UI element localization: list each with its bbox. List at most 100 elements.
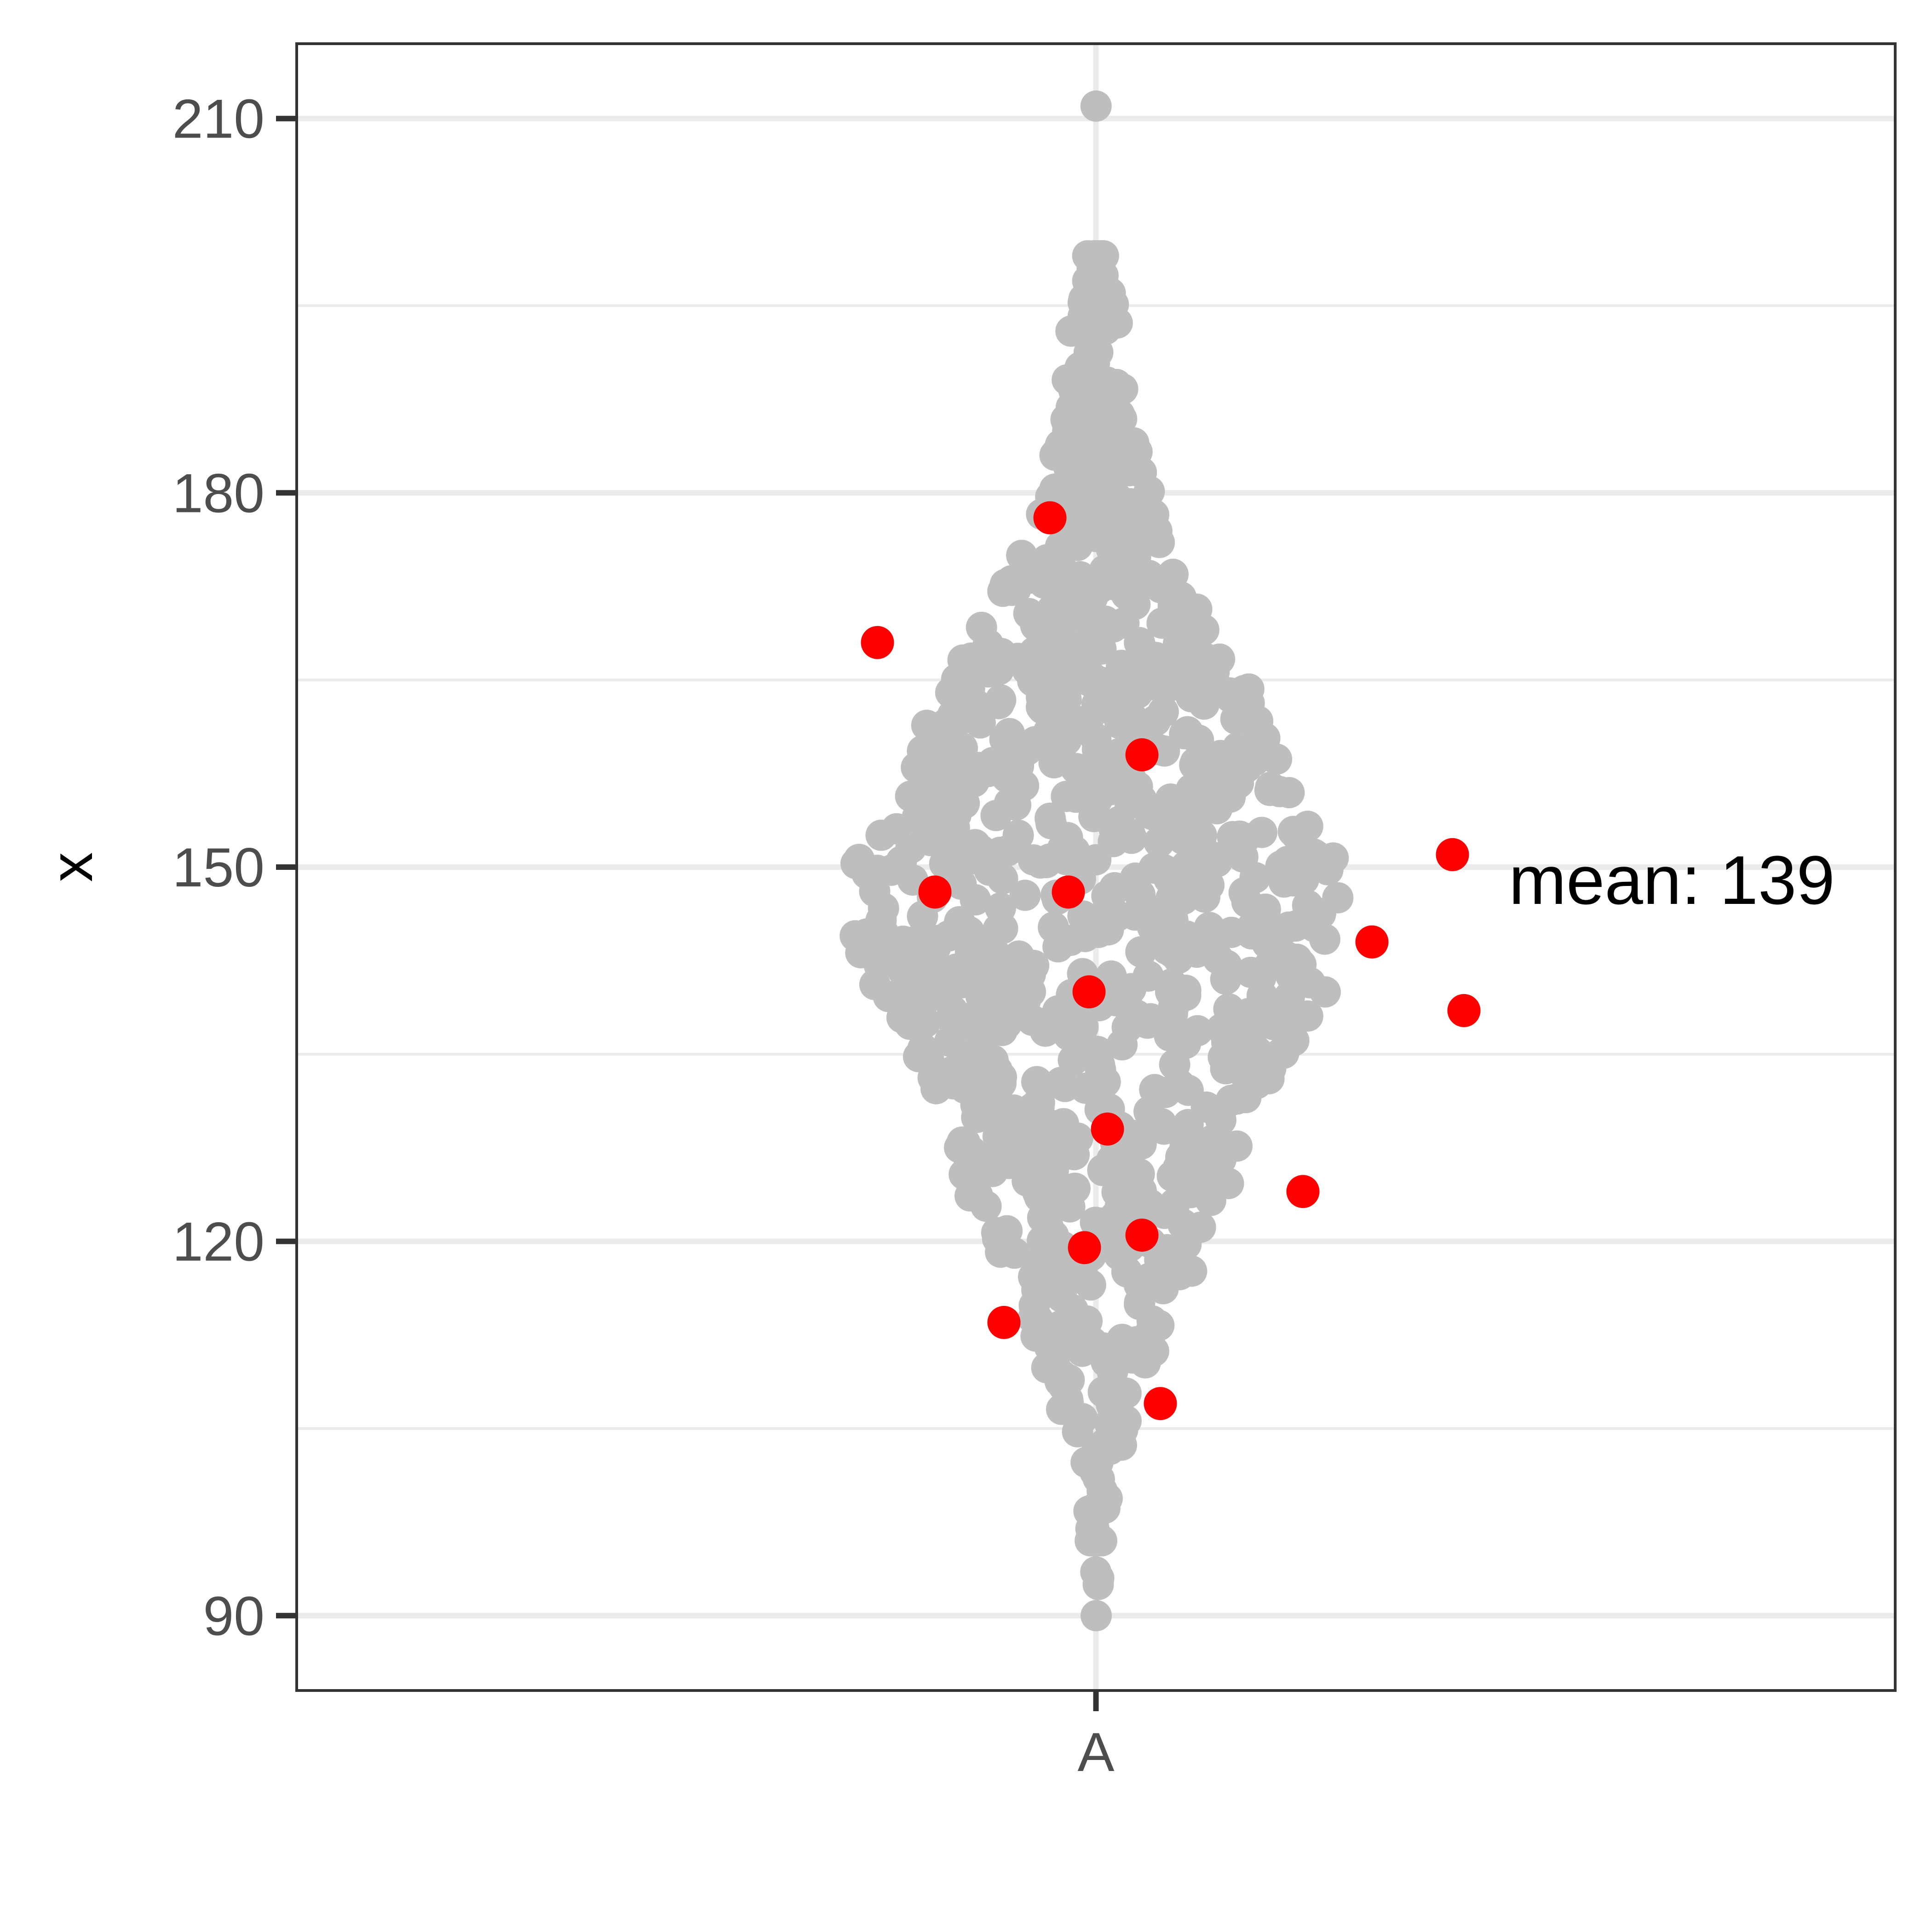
data-point: [1006, 540, 1038, 571]
data-point: [993, 1107, 1024, 1139]
data-point: [1008, 770, 1040, 801]
data-point: [1082, 336, 1114, 368]
axes: 90 120 150 180 210 A: [172, 88, 1115, 1783]
highlighted-point: [1068, 1231, 1101, 1265]
data-point: [1274, 981, 1305, 1013]
data-point: [1098, 405, 1129, 437]
data-point: [895, 780, 926, 812]
highlighted-point: [1355, 925, 1389, 959]
data-point: [1126, 784, 1157, 816]
data-point: [1251, 908, 1282, 940]
data-point: [949, 1127, 981, 1159]
data-point: [1245, 962, 1276, 994]
data-point: [1080, 844, 1112, 876]
y-tick-label: 120: [172, 1211, 264, 1273]
data-points: [840, 90, 1354, 1632]
data-point: [1046, 1281, 1077, 1313]
data-point: [1211, 949, 1242, 981]
data-point: [939, 728, 971, 759]
data-point: [1146, 607, 1178, 639]
highlighted-point: [1125, 738, 1159, 771]
data-point: [979, 938, 1011, 970]
data-point: [991, 1008, 1023, 1040]
data-point: [1221, 1130, 1253, 1162]
data-point: [1184, 1212, 1216, 1243]
data-point: [909, 1006, 941, 1038]
highlighted-point: [918, 875, 952, 909]
data-point: [970, 1190, 1002, 1222]
data-point: [840, 920, 871, 952]
data-point: [1043, 544, 1075, 575]
data-point: [1286, 838, 1317, 870]
data-point: [985, 684, 1017, 716]
highlighted-point: [1125, 1219, 1159, 1252]
data-point: [840, 848, 872, 880]
data-point: [1195, 1184, 1226, 1216]
data-point: [984, 892, 1016, 924]
data-point: [907, 900, 938, 932]
data-point: [1094, 445, 1126, 477]
data-point: [1164, 1259, 1196, 1290]
data-point: [1261, 743, 1293, 775]
data-point: [931, 960, 962, 991]
data-point: [865, 819, 897, 851]
highlighted-point: [1286, 1175, 1320, 1208]
data-point: [1009, 880, 1041, 911]
data-point: [1046, 1393, 1077, 1425]
data-point: [1058, 1313, 1089, 1345]
data-point: [1038, 911, 1069, 943]
data-point: [966, 992, 997, 1024]
data-point: [949, 1159, 980, 1190]
y-axis-title: x: [38, 852, 105, 882]
highlighted-point: [1144, 1387, 1177, 1420]
data-point: [1150, 1076, 1181, 1108]
data-point: [1080, 90, 1112, 122]
data-point: [937, 849, 969, 880]
highlighted-point: [1033, 501, 1067, 535]
y-tick-label: 210: [172, 88, 264, 150]
data-point: [1133, 511, 1165, 542]
data-point: [907, 735, 938, 767]
data-point: [1013, 598, 1045, 629]
highlighted-point: [861, 626, 894, 659]
data-point: [1114, 818, 1146, 850]
data-point: [1051, 781, 1082, 812]
data-point: [1079, 1519, 1111, 1550]
data-point: [1258, 1009, 1289, 1041]
data-point: [1080, 1207, 1111, 1238]
data-point: [1103, 374, 1135, 405]
data-point: [1178, 866, 1209, 898]
highlighted-point: [1436, 838, 1469, 871]
data-point: [1058, 1044, 1089, 1076]
data-point: [1149, 1197, 1180, 1229]
data-point: [1000, 573, 1032, 605]
data-point: [880, 981, 911, 1013]
data-point: [1182, 925, 1213, 956]
data-point: [1062, 1416, 1093, 1448]
data-point: [1053, 1364, 1085, 1396]
data-point: [1157, 558, 1189, 590]
data-point: [1273, 777, 1305, 809]
data-point: [1022, 1177, 1054, 1208]
data-point: [906, 966, 938, 997]
y-tick-label: 180: [172, 462, 264, 524]
data-point: [1079, 488, 1110, 519]
highlighted-points: [861, 501, 1481, 1420]
data-point: [1123, 1332, 1155, 1363]
data-point: [1089, 1066, 1121, 1098]
data-point: [985, 1236, 1017, 1268]
data-point: [920, 798, 952, 830]
data-point: [1175, 809, 1207, 841]
highlighted-point: [1052, 875, 1085, 909]
data-point: [1030, 684, 1062, 716]
data-point: [1121, 436, 1153, 468]
data-point: [887, 926, 919, 957]
data-point: [1039, 1132, 1070, 1164]
data-point: [1155, 976, 1186, 1008]
data-point: [1083, 240, 1115, 272]
data-point: [1035, 1005, 1067, 1037]
data-point: [1284, 861, 1316, 892]
highlighted-point: [1072, 975, 1106, 1009]
data-point: [1172, 716, 1203, 748]
data-point: [1096, 877, 1127, 909]
